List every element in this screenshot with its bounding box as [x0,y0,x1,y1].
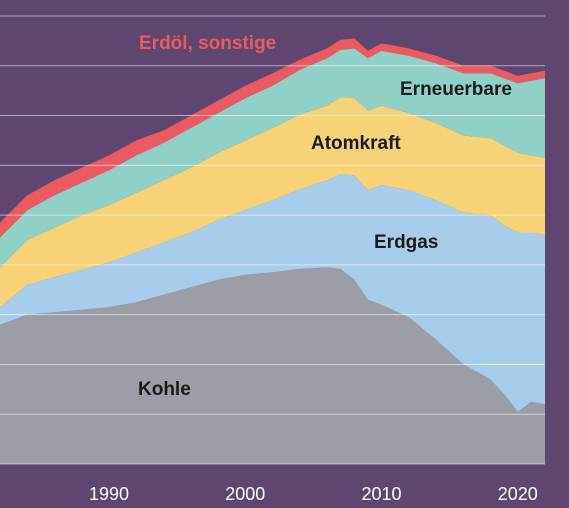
series-label-kohle: Kohle [138,379,191,400]
area-atomkraft [0,97,545,308]
series-label-erneuerbare: Erneuerbare [400,79,512,100]
x-tick-2020: 2020 [498,484,538,504]
area-kohle [0,267,545,464]
x-tick-1990: 1990 [89,484,129,504]
x-tick-2010: 2010 [361,484,401,504]
area-erdöl-sonstige [0,38,545,238]
area-erdgas [0,174,545,412]
series-label-erdoel-sonstige: Erdöl, sonstige [139,33,276,54]
series-labels: Kohle Erdgas Atomkraft Erneuerbare Erdöl… [138,33,512,400]
x-tick-2000: 2000 [225,484,265,504]
series-label-erdgas: Erdgas [374,232,438,253]
area-erneuerbare [0,48,545,268]
gridline-overlay [0,15,545,465]
series-label-atomkraft: Atomkraft [311,133,401,154]
series-areas [0,38,545,464]
x-axis-ticks: 1990 2000 2010 2020 [89,484,538,504]
